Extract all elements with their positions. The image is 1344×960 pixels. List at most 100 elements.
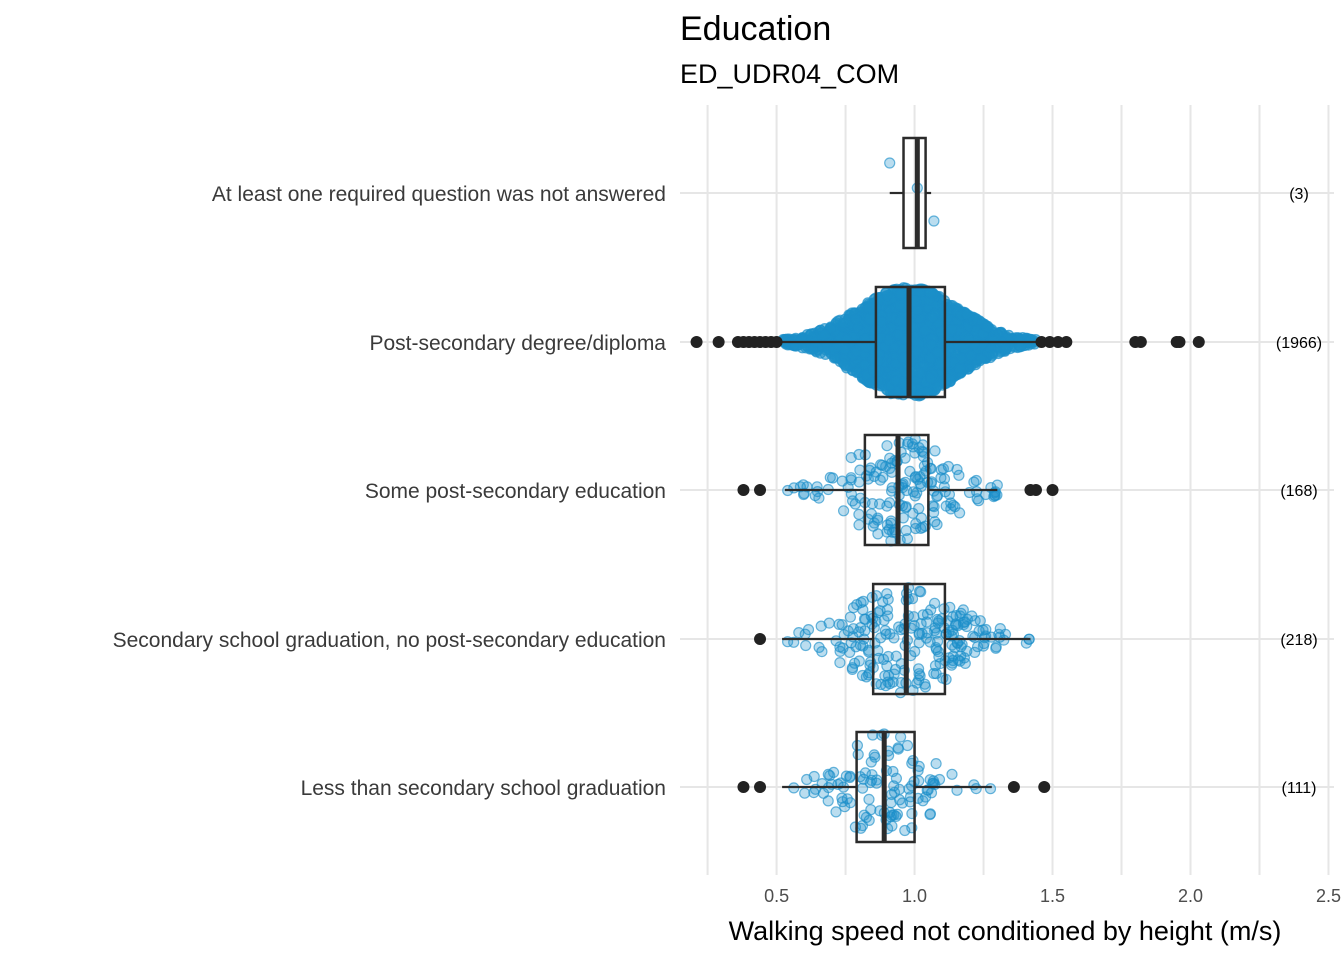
data-point	[865, 756, 877, 768]
x-tick-label: 2.0	[1178, 886, 1203, 906]
outlier-point	[1038, 781, 1051, 793]
outlier-point	[1007, 781, 1020, 793]
x-tick-label: 2.5	[1316, 886, 1341, 906]
data-point	[901, 533, 914, 545]
outlier-point	[1043, 336, 1056, 348]
data-point	[844, 611, 857, 623]
data-point	[907, 507, 919, 519]
data-point	[908, 611, 920, 623]
count-label: (218)	[1280, 632, 1317, 649]
data-point	[874, 474, 886, 486]
data-point	[824, 322, 836, 334]
data-point	[974, 615, 986, 627]
jitter-points	[777, 157, 1042, 837]
data-point	[894, 288, 907, 301]
data-point	[929, 516, 941, 528]
data-point	[1000, 343, 1012, 355]
data-point	[888, 786, 901, 799]
data-point	[947, 499, 959, 511]
data-point	[909, 295, 922, 307]
data-point	[793, 626, 805, 639]
outlier-point	[754, 633, 767, 645]
data-point	[958, 652, 971, 664]
data-point	[865, 774, 878, 787]
data-point	[933, 615, 945, 627]
data-point	[892, 329, 905, 341]
outlier-point	[1192, 336, 1205, 348]
data-point	[834, 656, 846, 669]
data-point	[928, 597, 941, 609]
category-label: Secondary school graduation, no post-sec…	[113, 629, 666, 652]
outlier-point	[737, 484, 750, 496]
data-point	[800, 639, 812, 652]
data-point	[859, 613, 872, 626]
data-point	[970, 486, 983, 498]
data-point	[944, 601, 956, 613]
data-point	[986, 349, 999, 361]
outlier-point	[754, 781, 767, 793]
data-point	[894, 731, 907, 743]
data-point	[946, 324, 959, 336]
data-point	[924, 352, 937, 364]
data-point	[917, 795, 929, 807]
data-point	[934, 657, 946, 670]
x-tick-label: 0.5	[764, 886, 789, 906]
data-point	[953, 507, 966, 519]
data-point	[845, 637, 857, 649]
data-point	[881, 588, 893, 600]
data-point	[809, 783, 822, 795]
data-point	[853, 519, 865, 531]
data-point	[991, 489, 1003, 501]
data-point	[954, 362, 966, 374]
data-point	[924, 808, 937, 820]
data-point	[876, 316, 888, 328]
data-point	[889, 375, 902, 387]
data-point	[911, 304, 923, 316]
data-point	[930, 641, 942, 654]
data-point	[892, 743, 905, 755]
data-point	[909, 645, 921, 658]
data-point	[990, 642, 1002, 654]
data-point	[975, 353, 987, 365]
data-point	[965, 350, 977, 362]
x-tick-label: 1.5	[1040, 886, 1065, 906]
data-point	[961, 308, 973, 320]
data-point	[968, 476, 980, 488]
data-point	[915, 618, 927, 630]
box	[871, 582, 947, 696]
data-point	[871, 514, 884, 526]
data-point	[890, 810, 902, 823]
data-point	[815, 620, 827, 632]
category-labels: At least one required question was not a…	[113, 183, 667, 800]
data-point	[883, 497, 896, 509]
outlier-point	[1134, 336, 1147, 348]
data-point	[848, 657, 861, 669]
data-point	[907, 754, 919, 767]
data-point	[893, 621, 905, 633]
data-point	[837, 642, 849, 654]
gridlines	[680, 105, 1334, 875]
data-point	[883, 523, 895, 536]
data-point	[913, 637, 925, 649]
outlier-point	[754, 484, 767, 496]
data-point	[863, 793, 875, 806]
count-label: (111)	[1282, 780, 1317, 797]
data-point	[954, 610, 966, 622]
data-point	[881, 440, 893, 452]
outlier-point	[737, 781, 750, 793]
data-point	[824, 471, 836, 484]
outlier-point	[1035, 336, 1048, 348]
data-point	[951, 463, 963, 476]
data-point	[901, 739, 914, 752]
data-point	[946, 657, 958, 669]
data-point	[860, 470, 873, 482]
data-point	[969, 646, 981, 659]
data-point	[919, 324, 931, 336]
data-point	[853, 508, 865, 521]
data-point	[906, 593, 919, 605]
data-point	[857, 604, 869, 616]
data-point	[926, 311, 938, 323]
data-point	[928, 215, 940, 227]
data-point	[931, 490, 944, 502]
data-point	[824, 769, 836, 782]
